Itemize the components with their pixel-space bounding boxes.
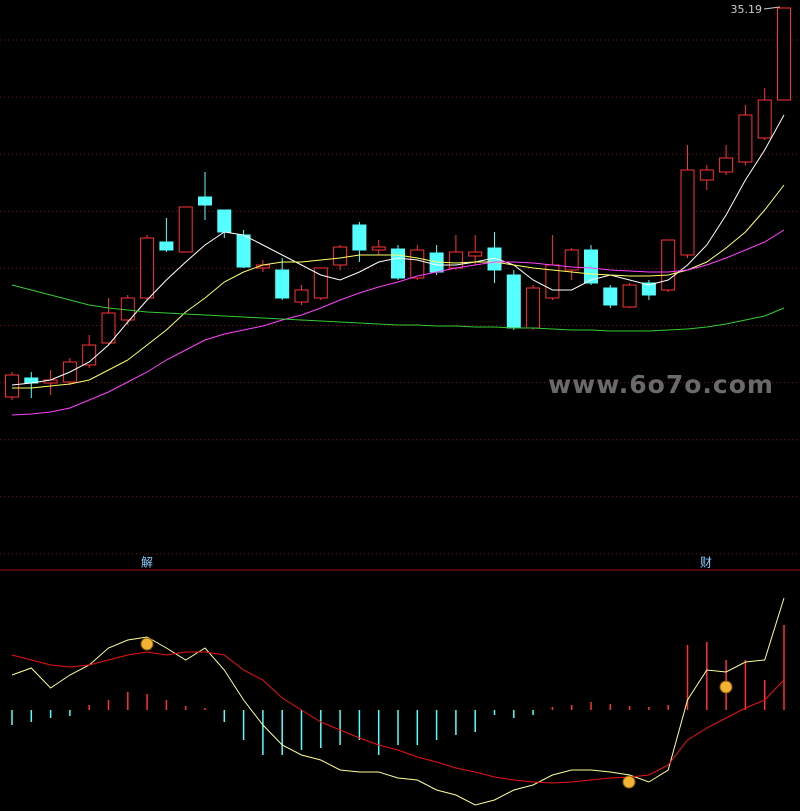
candle-body	[217, 209, 232, 233]
candle-body	[333, 246, 348, 266]
candle-body	[564, 249, 579, 271]
candle-body	[506, 274, 521, 329]
moving-average-line	[11, 229, 785, 416]
candle-body	[641, 282, 656, 296]
candle-body	[352, 224, 367, 251]
moving-average-line	[11, 284, 785, 332]
candle-body	[5, 374, 19, 398]
candle-body	[101, 312, 116, 344]
candle-body	[198, 196, 212, 206]
price-pane	[5, 7, 791, 416]
candle-body	[738, 114, 753, 163]
candle-body	[777, 7, 791, 101]
candle-body	[410, 249, 425, 279]
candle-body	[140, 237, 155, 299]
candle-body	[178, 206, 193, 253]
candle-body	[661, 239, 676, 291]
moving-average-line	[12, 184, 785, 389]
candle-body	[82, 344, 97, 366]
candle-body	[159, 241, 174, 251]
high-label: 35.19	[731, 3, 763, 16]
candle-body	[391, 248, 405, 279]
indicator-line	[11, 597, 785, 806]
candle-body	[719, 157, 734, 173]
candle-body	[757, 99, 772, 139]
candle-body	[603, 287, 618, 306]
watermark: www.6o7o.com	[548, 370, 774, 399]
annotation: 解	[141, 556, 153, 570]
money-icon	[140, 637, 733, 789]
candle-body	[584, 249, 598, 284]
candle-body	[468, 251, 483, 257]
candle-body	[448, 251, 463, 269]
candle-body	[680, 169, 695, 256]
candle-body	[371, 246, 386, 251]
candle-body	[526, 287, 541, 329]
candle-body	[294, 289, 309, 303]
candle-body	[275, 269, 290, 299]
high-pointer	[763, 6, 781, 10]
indicator-line	[11, 651, 785, 784]
indicator-pane	[11, 597, 785, 806]
candle-body	[699, 169, 714, 181]
annotation: 财	[700, 556, 712, 570]
candle-body	[622, 284, 637, 308]
moving-average-line	[11, 114, 785, 386]
candle-body	[236, 234, 251, 268]
